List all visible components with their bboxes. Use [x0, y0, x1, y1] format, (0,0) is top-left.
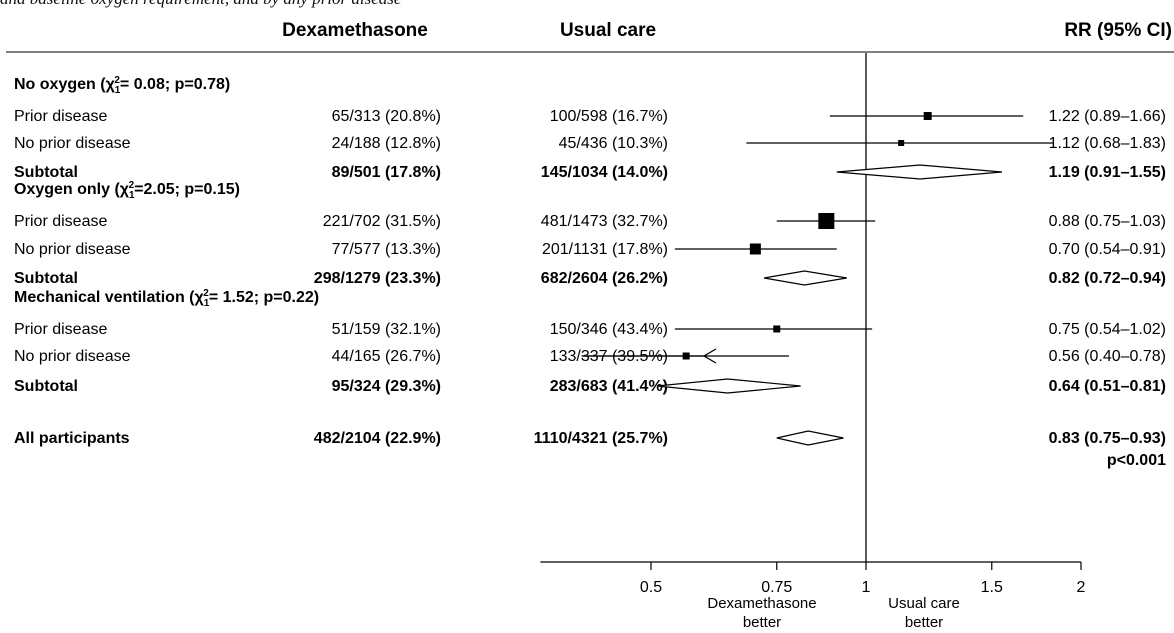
group-title-post: = 0.08; p=0.78)	[120, 76, 230, 93]
point-estimate	[773, 325, 781, 333]
point-estimate	[749, 243, 761, 255]
subtotal-diamond	[657, 378, 801, 394]
group-title-post: =2.05; p=0.15)	[134, 181, 240, 198]
chi-superscript: 2	[114, 75, 120, 86]
ci-arrow-head	[702, 348, 717, 364]
row-rr-text: 0.70 (0.54–0.91)	[1049, 241, 1166, 258]
point-estimate	[818, 213, 835, 229]
chi-subscript: 1	[115, 85, 121, 96]
row-rr-text: 0.88 (0.75–1.03)	[1049, 213, 1166, 230]
row-label: No prior disease	[14, 241, 131, 258]
group-title: No oxygen (χ12= 0.08; p=0.78)	[14, 75, 230, 96]
group-title: Mechanical ventilation (χ12= 1.52; p=0.2…	[14, 288, 319, 309]
row-label: No prior disease	[14, 348, 131, 365]
row-usual: 283/683 (41.4%)	[550, 378, 668, 395]
row-dex: 51/159 (32.1%)	[332, 321, 441, 338]
row-rr-text: 1.12 (0.68–1.83)	[1049, 135, 1166, 152]
subtotal-diamond	[764, 270, 847, 286]
x-axis-tick-label: 1.5	[981, 579, 1003, 596]
chi-symbol: χ	[120, 181, 130, 198]
row-dex: 44/165 (26.7%)	[332, 348, 441, 365]
row-usual: 45/436 (10.3%)	[559, 135, 668, 152]
row-rr-text: 1.19 (0.91–1.55)	[1049, 164, 1166, 181]
chi-subscript: 1	[129, 190, 135, 201]
row-rr-text: 1.22 (0.89–1.66)	[1049, 108, 1166, 125]
favours-left-label-2: better	[743, 614, 781, 631]
subtotal-diamond	[836, 164, 1002, 180]
overall-p-value: p<0.001	[1107, 452, 1166, 469]
row-label: Subtotal	[14, 378, 78, 395]
group-title-pre: No oxygen (	[14, 76, 106, 93]
row-usual: 201/1131 (17.8%)	[542, 241, 668, 258]
row-label: Subtotal	[14, 164, 78, 181]
chi-superscript: 2	[203, 288, 209, 299]
row-rr-text: 0.75 (0.54–1.02)	[1049, 321, 1166, 338]
chi-symbol: χ	[194, 289, 204, 306]
row-usual: 145/1034 (14.0%)	[541, 164, 668, 181]
row-label: Prior disease	[14, 213, 107, 230]
row-label: Subtotal	[14, 270, 78, 287]
favours-right-label-2: better	[905, 614, 943, 631]
row-dex: 89/501 (17.8%)	[332, 164, 441, 181]
row-dex: 482/2104 (22.9%)	[314, 430, 441, 447]
x-axis-tick-label: 2	[1077, 579, 1086, 596]
row-label: Prior disease	[14, 321, 107, 338]
point-estimate	[898, 140, 905, 146]
row-usual: 150/346 (43.4%)	[550, 321, 668, 338]
row-dex: 95/324 (29.3%)	[332, 378, 441, 395]
row-dex: 298/1279 (23.3%)	[314, 270, 441, 287]
row-label: No prior disease	[14, 135, 131, 152]
point-estimate	[923, 112, 932, 120]
figure-caption: and baseline oxygen requirement, and by …	[0, 0, 700, 9]
chi-subscript: 1	[204, 298, 210, 309]
header-usual-care: Usual care	[560, 20, 656, 41]
chi-superscript: 2	[129, 180, 135, 191]
row-usual: 100/598 (16.7%)	[550, 108, 668, 125]
row-usual: 682/2604 (26.2%)	[541, 270, 668, 287]
row-dex: 221/702 (31.5%)	[323, 213, 441, 230]
row-usual: 481/1473 (32.7%)	[541, 213, 668, 230]
header-dexamethasone: Dexamethasone	[282, 20, 428, 41]
favours-left-label: Dexamethasone	[707, 595, 816, 612]
row-dex: 65/313 (20.8%)	[332, 108, 441, 125]
chi-symbol: χ	[106, 76, 116, 93]
row-rr-text: 0.56 (0.40–0.78)	[1049, 348, 1166, 365]
group-title-post: = 1.52; p=0.22)	[209, 289, 319, 306]
header-rr: RR (95% CI)	[1064, 20, 1172, 41]
group-title-pre: Oxygen only (	[14, 181, 120, 198]
favours-right-label: Usual care	[888, 595, 960, 612]
row-rr-text: 0.64 (0.51–0.81)	[1049, 378, 1166, 395]
row-rr-text: 0.83 (0.75–0.93)	[1049, 430, 1166, 447]
overall-diamond	[776, 430, 844, 446]
row-rr-text: 0.82 (0.72–0.94)	[1049, 270, 1166, 287]
row-label: All participants	[14, 430, 130, 447]
group-title: Oxygen only (χ12=2.05; p=0.15)	[14, 180, 240, 201]
row-dex: 77/577 (13.3%)	[332, 241, 441, 258]
x-axis-tick-label: 0.75	[761, 579, 792, 596]
row-usual: 1110/4321 (25.7%)	[534, 430, 668, 447]
row-label: Prior disease	[14, 108, 107, 125]
row-dex: 24/188 (12.8%)	[332, 135, 441, 152]
x-axis-tick-label: 0.5	[640, 579, 662, 596]
group-title-pre: Mechanical ventilation (	[14, 289, 195, 306]
x-axis-tick-label: 1	[862, 579, 871, 596]
